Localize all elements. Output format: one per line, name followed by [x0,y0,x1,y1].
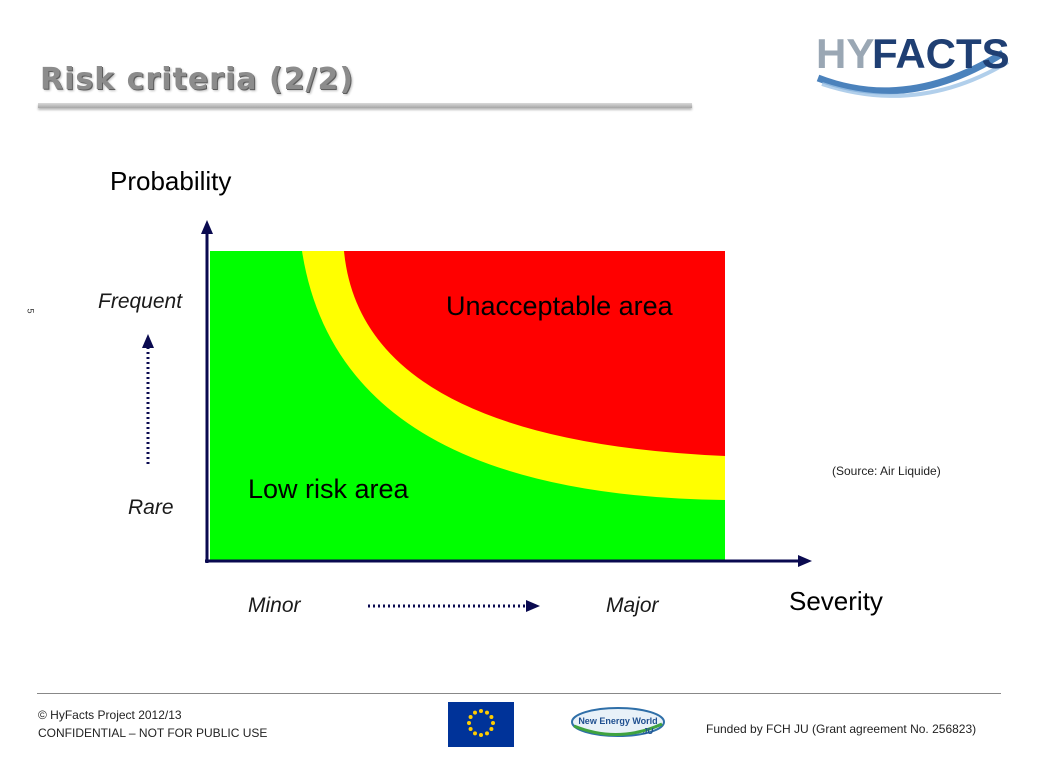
new-energy-world-logo: New Energy World JU [568,704,668,748]
page-title: Risk criteria (2/2) [40,62,355,97]
logo-hy-text: HY [816,30,874,77]
ju-logo-text: JU [643,727,653,736]
minor-label: Minor [248,594,301,617]
unacceptable-zone [344,251,725,456]
footer-divider [37,693,1001,694]
x-axis-arrowhead [798,555,812,567]
logo-facts-text: FACTS [872,30,1010,77]
source-note: (Source: Air Liquide) [832,464,941,478]
eu-flag-logo [448,702,514,747]
probability-arrowhead [142,334,154,348]
title-underline [38,103,692,108]
unacceptable-area-label: Unacceptable area [446,291,674,321]
frequent-label: Frequent [98,290,183,313]
rare-label: Rare [128,496,174,519]
new-energy-logo-text: New Energy World [578,716,657,726]
copyright-text: © HyFacts Project 2012/13 [38,708,182,722]
y-axis-title: Probability [110,166,232,196]
eu-flag-icon [448,702,514,747]
hyfacts-logo-graphic: HY FACTS [816,30,1010,98]
x-axis-title: Severity [789,586,883,616]
hyfacts-logo: HY FACTS [808,18,1013,100]
footer-left: © HyFacts Project 2012/13 CONFIDENTIAL –… [38,706,267,742]
y-axis-arrowhead [201,220,213,234]
major-label: Major [606,594,659,617]
low-risk-area-label: Low risk area [248,474,410,504]
severity-arrowhead [526,600,540,612]
confidential-text: CONFIDENTIAL – NOT FOR PUBLIC USE [38,726,268,740]
funding-text: Funded by FCH JU (Grant agreement No. 25… [706,722,977,736]
new-energy-world-graphic: New Energy World JU [571,707,665,737]
